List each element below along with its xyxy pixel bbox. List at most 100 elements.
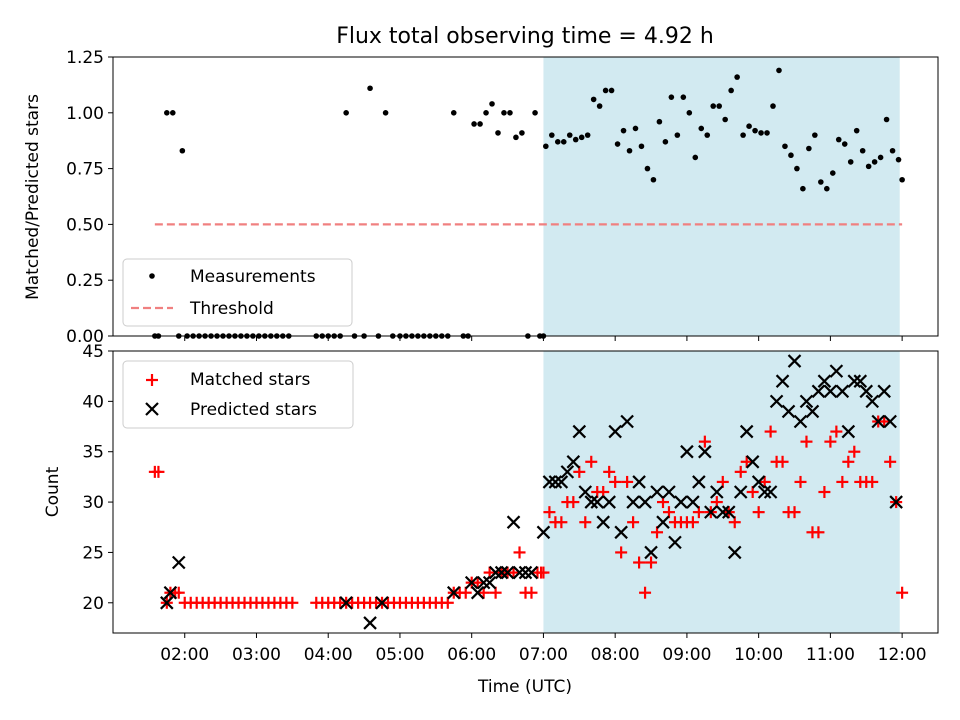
measurement-point (865, 163, 872, 170)
measurement-points (152, 67, 905, 339)
predicted-star-point (536, 525, 551, 540)
predicted-star-point (506, 515, 521, 529)
predicted-star-mark (757, 485, 772, 499)
predicted-star-point (518, 565, 533, 580)
matched-star-point (537, 566, 550, 579)
measurement-point (752, 127, 758, 134)
predicted-star-mark (817, 374, 832, 388)
matched-star-point (555, 516, 568, 529)
predicted-star-point (500, 565, 515, 580)
matched-star-point (848, 445, 861, 458)
measurement-point (871, 159, 878, 165)
measurement-point (584, 132, 591, 138)
measurements-panel: Flux total observing time = 4.92 h 0.000… (23, 24, 939, 347)
predicted-star-point (692, 475, 706, 489)
measurement-point (471, 121, 477, 127)
predicted-star-mark (554, 475, 569, 489)
predicted-star-point (721, 505, 736, 519)
predicted-star-mark (584, 495, 599, 509)
predicted-star-point (566, 455, 581, 469)
measurement-point (806, 145, 812, 152)
predicted-star-mark (578, 485, 593, 499)
measurement-point (674, 132, 681, 138)
bottom-x-axis: 02:00 03:00 04:00 05:00 06:00 07:00 08:00 09:00… (160, 633, 927, 665)
measurement-point (382, 110, 389, 116)
predicted-star-mark (692, 475, 706, 489)
predicted-star-mark (488, 565, 503, 580)
matched-star-point (627, 516, 640, 529)
matched-star-point (597, 486, 610, 498)
predicted-star-point (841, 424, 856, 439)
matched-star-point (615, 546, 628, 559)
predicted-star-point (769, 394, 784, 409)
predicted-legend-label: Predicted stars (190, 400, 317, 420)
matched-star-point (776, 455, 789, 468)
measurement-point (812, 132, 818, 138)
top-y-axis: 0.00 0.25 0.50 0.75 1.00 1.25 (66, 48, 113, 347)
matched-star-point (172, 586, 185, 599)
predicted-star-mark (793, 414, 808, 429)
predicted-star-point (733, 485, 748, 499)
predicted-star-mark (375, 596, 389, 610)
measurement-point (367, 85, 373, 92)
x-tick-label: 02:00 (160, 645, 209, 665)
measurements-legend-label: Measurements (190, 267, 316, 287)
predicted-star-mark (656, 515, 670, 529)
measurement-point (788, 152, 794, 159)
predicted-star-mark (871, 414, 885, 429)
matched-star-point (896, 586, 909, 599)
predicted-star-mark (847, 374, 862, 388)
predicted-star-mark (476, 575, 491, 590)
predicted-star-point (805, 404, 820, 419)
measurement-point (847, 159, 854, 165)
matched-star-point (884, 455, 897, 468)
matched-star-point (794, 475, 807, 488)
predicted-star-mark (727, 545, 742, 560)
predicted-star-mark (853, 374, 868, 388)
x-tick-label: 10:00 (734, 645, 783, 665)
matched-star-point (878, 415, 891, 428)
matched-star-point (441, 596, 454, 609)
measurement-point (818, 179, 824, 185)
predicted-stars-points (160, 354, 903, 630)
measurement-point (626, 147, 633, 154)
predicted-star-mark (363, 616, 377, 630)
matched-star-point (788, 506, 801, 519)
matched-star-point (824, 435, 837, 448)
predicted-star-point (686, 495, 700, 509)
measurement-point (824, 185, 830, 192)
x-tick-label: 03:00 (232, 645, 281, 665)
measurement-point (889, 147, 896, 154)
predicted-star-mark (163, 585, 178, 600)
predicted-star-point (548, 475, 563, 489)
top-y-axis-label: Matched/Predicted stars (23, 94, 43, 300)
matched-star-point (651, 526, 664, 539)
matched-star-point (513, 546, 526, 559)
predicted-star-mark (494, 565, 509, 580)
predicted-star-mark (560, 465, 575, 479)
matched-star-point (579, 516, 592, 529)
predicted-star-point (464, 575, 479, 590)
predicted-star-point (847, 374, 862, 388)
predicted-star-point (787, 354, 802, 368)
measurement-point (164, 110, 170, 116)
predicted-star-point (799, 394, 814, 409)
predicted-star-point (745, 455, 760, 469)
matched-star-point (633, 556, 646, 569)
matched-legend-marker (146, 374, 158, 386)
measurement-point (704, 132, 711, 138)
predicted-star-point (829, 364, 844, 378)
predicted-star-point (668, 535, 682, 550)
measurement-point (859, 147, 866, 154)
predicted-star-point (375, 596, 389, 610)
predicted-star-mark (811, 384, 826, 399)
predicted-star-mark (542, 475, 557, 489)
matched-star-point (752, 506, 765, 519)
predicted-star-point (775, 374, 790, 388)
measurement-point (829, 170, 836, 176)
matched-star-point (483, 566, 496, 579)
predicted-star-point (704, 505, 718, 519)
matched-star-point (734, 465, 747, 478)
observing-span-highlight (543, 57, 900, 336)
matched-star-point (585, 455, 598, 468)
